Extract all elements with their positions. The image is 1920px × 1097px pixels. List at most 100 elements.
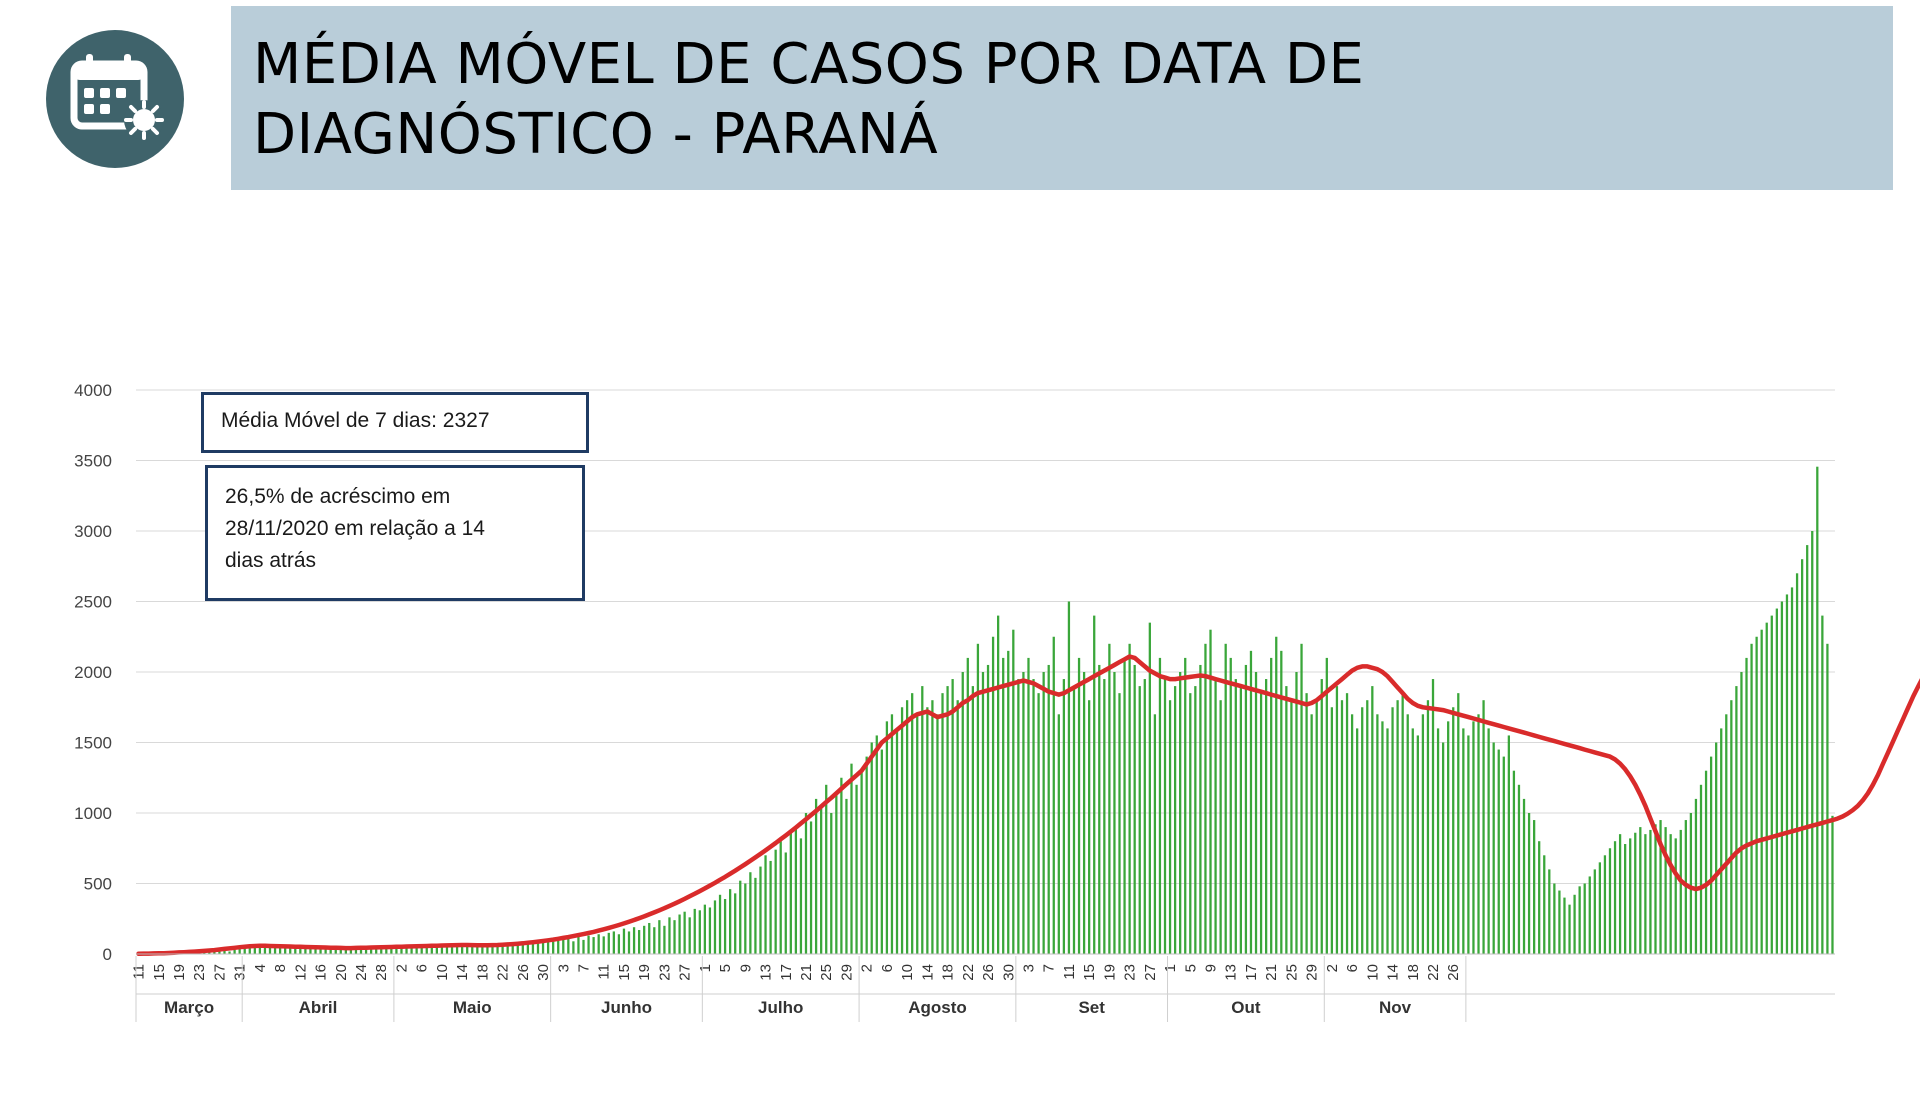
bar (1725, 714, 1728, 954)
bar (1184, 657, 1187, 954)
x-tick-label: 16 (313, 964, 330, 981)
bar (243, 948, 246, 954)
bar (1593, 869, 1596, 954)
bar (749, 872, 752, 954)
bar (804, 813, 808, 954)
bar (334, 948, 337, 954)
bar (1457, 693, 1460, 954)
bar (425, 946, 428, 954)
bar (814, 798, 818, 954)
bar (582, 939, 585, 954)
bar (1047, 664, 1050, 954)
bar (936, 714, 939, 954)
bar (794, 827, 798, 954)
bar (541, 942, 545, 954)
bar (825, 784, 828, 954)
bar (1785, 594, 1789, 954)
x-tick-label: 24 (353, 964, 370, 981)
bar (961, 672, 964, 954)
bar (329, 947, 332, 954)
bar (1795, 573, 1799, 954)
x-tick-label: 5 (717, 964, 734, 972)
title-line-1: MÉDIA MÓVEL DE CASOS POR DATA DE (253, 32, 1365, 97)
month-label: Maio (453, 998, 492, 1017)
bar (1027, 657, 1030, 954)
bar (268, 946, 272, 954)
bar (1366, 700, 1369, 954)
bar (516, 944, 519, 954)
bar (248, 947, 251, 954)
bar (759, 866, 762, 954)
bar (1689, 813, 1693, 954)
x-tick-label: 26 (980, 964, 997, 981)
bar (830, 813, 833, 954)
bar (1563, 897, 1566, 954)
bar (1750, 643, 1753, 954)
bar (1740, 672, 1743, 954)
bar (273, 947, 277, 954)
bar (1745, 657, 1748, 954)
bar (698, 910, 701, 954)
bar (284, 945, 287, 954)
y-tick-label: 2500 (74, 593, 112, 612)
bar (734, 893, 737, 954)
bar (1497, 749, 1500, 954)
bar (1730, 700, 1733, 954)
bar (546, 941, 550, 954)
bar (966, 657, 969, 954)
bar (1077, 657, 1081, 954)
bar (1386, 728, 1389, 954)
bar (1624, 844, 1627, 954)
bar (415, 946, 418, 954)
bar (1462, 728, 1465, 954)
bar (991, 636, 995, 954)
bar (592, 937, 595, 954)
x-tick-label: 28 (373, 964, 390, 981)
bar (213, 951, 216, 954)
bar (1816, 466, 1819, 954)
bar (946, 686, 949, 954)
bar (521, 943, 524, 954)
bar (1659, 820, 1662, 954)
x-tick-label: 7 (1041, 964, 1058, 972)
calendar-virus-icon-graphic (70, 54, 164, 140)
bar (228, 951, 231, 954)
bar (774, 849, 777, 954)
bar (739, 880, 742, 954)
y-tick-label: 3500 (74, 452, 112, 471)
bar (587, 935, 590, 954)
x-tick-label: 15 (1081, 964, 1098, 981)
bar (941, 693, 944, 954)
bar (1042, 672, 1045, 954)
bar (1821, 615, 1824, 954)
bar (1168, 700, 1172, 954)
x-tick-label: 11 (596, 964, 613, 980)
bar (1709, 756, 1713, 954)
bar (1204, 643, 1207, 954)
x-tick-label: 15 (616, 964, 633, 981)
y-tick-label: 4000 (74, 381, 112, 400)
bar (506, 945, 509, 954)
bar (1629, 838, 1632, 954)
x-tick-label: 14 (1385, 964, 1402, 981)
bar (1634, 832, 1637, 954)
bar (1194, 686, 1197, 954)
bar (1831, 815, 1834, 954)
x-tick-label: 25 (1283, 964, 1300, 981)
y-tick-label: 500 (84, 875, 112, 894)
bar (1598, 862, 1602, 954)
bar (607, 932, 610, 954)
bar (238, 949, 241, 954)
x-tick-label: 17 (778, 964, 795, 981)
x-tick-label: 23 (191, 964, 208, 981)
bar (890, 714, 894, 954)
bar (1012, 629, 1015, 954)
bar (501, 944, 504, 954)
bar (895, 728, 899, 954)
bar (1007, 650, 1010, 954)
x-tick-label: 2 (394, 964, 411, 972)
bar (673, 920, 676, 954)
bar (1118, 693, 1121, 954)
bar (1416, 735, 1419, 954)
bar (289, 945, 292, 954)
